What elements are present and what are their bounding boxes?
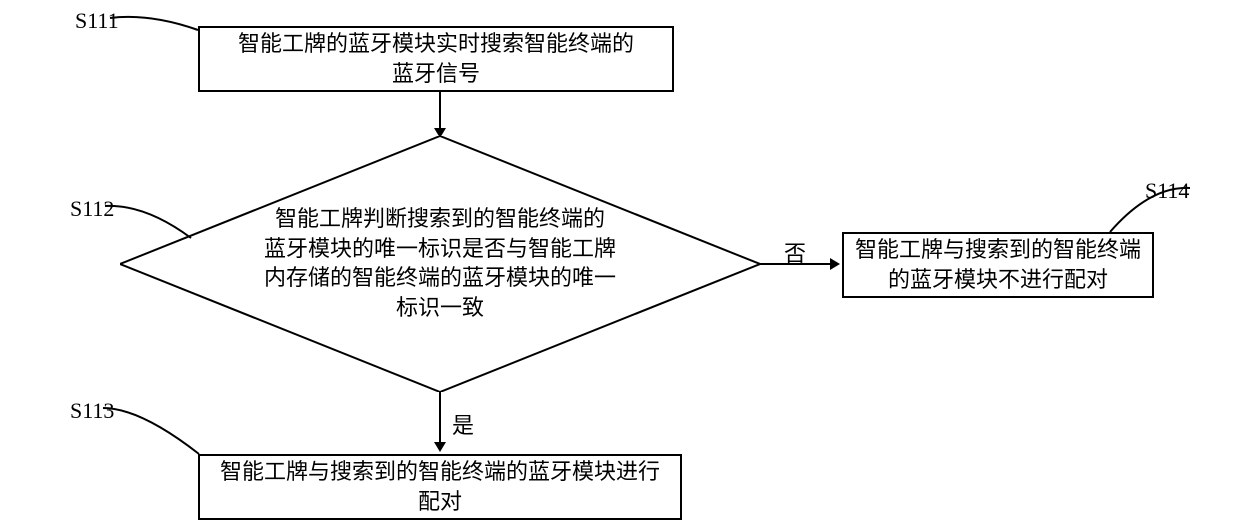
label-s113: S113 — [70, 398, 114, 424]
edge-e1-line — [439, 92, 441, 130]
edge-e2-line — [439, 392, 441, 444]
node-s114-line1: 智能工牌与搜索到的智能终端 — [855, 237, 1141, 262]
node-s113: 智能工牌与搜索到的智能终端的蓝牙模块进行 配对 — [198, 454, 682, 520]
node-s114-text: 智能工牌与搜索到的智能终端 的蓝牙模块不进行配对 — [855, 235, 1141, 294]
label-s111: S111 — [75, 8, 119, 34]
edge-e3-head — [830, 258, 840, 270]
label-s114: S114 — [1145, 178, 1189, 204]
node-s111-text: 智能工牌的蓝牙模块实时搜索智能终端的 蓝牙信号 — [238, 29, 634, 88]
node-s111-line1: 智能工牌的蓝牙模块实时搜索智能终端的 — [238, 31, 634, 56]
node-s111: 智能工牌的蓝牙模块实时搜索智能终端的 蓝牙信号 — [198, 26, 674, 92]
edge-e2-head — [434, 442, 446, 452]
node-s112-line4: 标识一致 — [396, 295, 484, 320]
node-s113-line2: 配对 — [418, 489, 462, 514]
node-s112-line2: 蓝牙模块的唯一标识是否与智能工牌 — [264, 236, 616, 261]
node-s111-line2: 蓝牙信号 — [392, 61, 480, 86]
node-s114-line2: 的蓝牙模块不进行配对 — [888, 267, 1108, 292]
edge-e3-label: 否 — [784, 236, 806, 268]
node-s112-line3: 内存储的智能终端的蓝牙模块的唯一 — [264, 265, 616, 290]
node-s114: 智能工牌与搜索到的智能终端 的蓝牙模块不进行配对 — [842, 232, 1154, 298]
node-s112-text: 智能工牌判断搜索到的智能终端的 蓝牙模块的唯一标识是否与智能工牌 内存储的智能终… — [225, 204, 655, 323]
edge-e2-label: 是 — [452, 408, 474, 440]
node-s112-line1: 智能工牌判断搜索到的智能终端的 — [275, 206, 605, 231]
node-s113-text: 智能工牌与搜索到的智能终端的蓝牙模块进行 配对 — [220, 457, 660, 516]
node-s113-line1: 智能工牌与搜索到的智能终端的蓝牙模块进行 — [220, 459, 660, 484]
label-s112: S112 — [70, 196, 114, 222]
